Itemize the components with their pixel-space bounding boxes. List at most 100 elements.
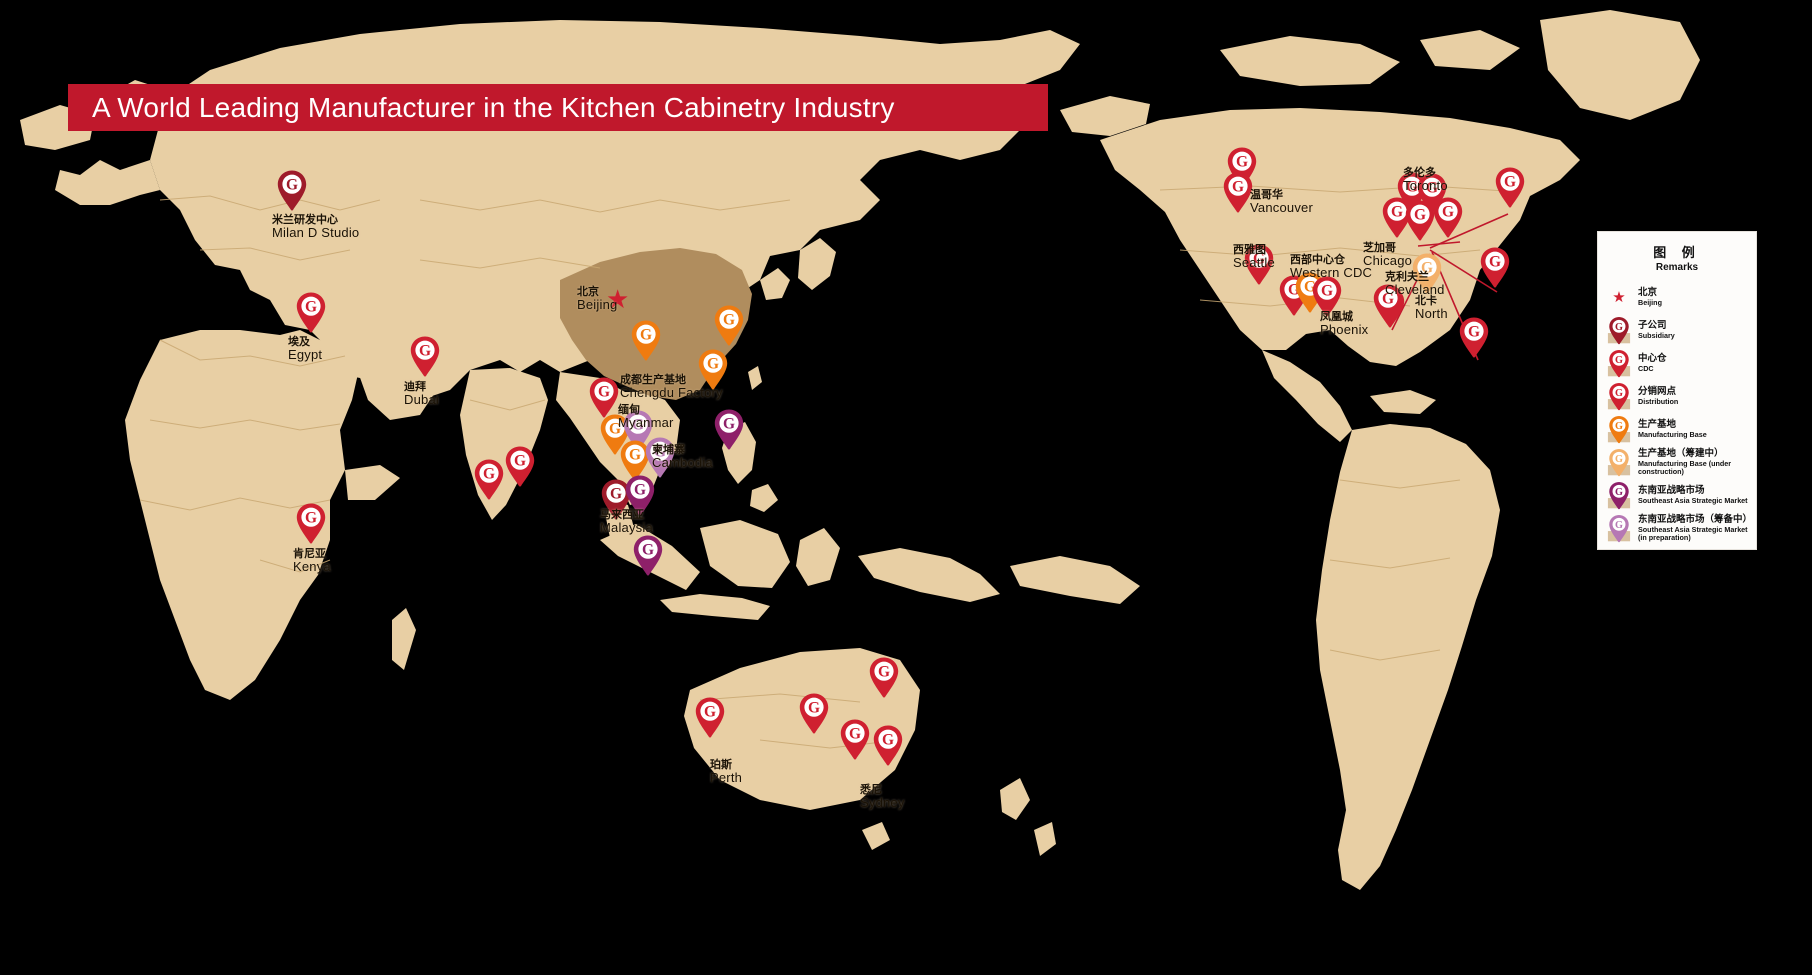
legend-title-en: Remarks xyxy=(1655,262,1699,273)
map-label-egypt-en: Egypt xyxy=(288,347,323,363)
legend-panel: 图 例 Remarks ★ 北京 Beijing G 子公司 Subsidiary G 中心仓… xyxy=(1597,231,1757,550)
legend-label-cn: 生产基地（筹建中） xyxy=(1638,448,1724,460)
legend-text-pin-sea-market: 东南亚战略市场 Southeast Asia Strategic Market xyxy=(1638,486,1748,505)
pin-vancouver-b[interactable]: G xyxy=(1221,171,1255,215)
pin-myanmar[interactable]: G xyxy=(587,376,621,420)
svg-text:G: G xyxy=(640,326,652,343)
pin-east-d[interactable]: G xyxy=(1371,283,1405,327)
pin-milan[interactable]: G xyxy=(275,169,309,213)
star-icon: ★ xyxy=(1612,289,1626,306)
svg-text:G: G xyxy=(1442,203,1454,220)
map-label-toronto-cn: 多伦多 xyxy=(1403,167,1436,179)
svg-text:G: G xyxy=(707,355,719,372)
map-label-seattle-cn: 西雅图 xyxy=(1233,244,1266,256)
svg-text:G: G xyxy=(1321,282,1333,299)
map-label-malaysia-cn: 马来西亚 xyxy=(600,509,644,521)
svg-text:G: G xyxy=(878,663,890,680)
svg-text:G: G xyxy=(1504,173,1516,190)
pin-east-china[interactable]: G xyxy=(712,304,746,348)
svg-text:G: G xyxy=(1382,290,1394,307)
map-label-chengdu-en: Chengdu Factory xyxy=(620,385,723,401)
pin-chicago[interactable]: G xyxy=(1380,196,1414,240)
map-label-western-cdc: 西部中心仓 Western CDC xyxy=(1290,254,1373,281)
pin-malaysia-b[interactable]: G xyxy=(623,474,657,518)
pin-north[interactable]: G xyxy=(1410,252,1444,296)
svg-text:G: G xyxy=(1615,454,1623,465)
pin-india-south[interactable]: G xyxy=(503,445,537,489)
map-label-sydney-cn: 悉尼 xyxy=(860,784,882,796)
legend-row-pin-manufacturing-construction: G 生产基地（筹建中） Manufacturing Base (under cons… xyxy=(1606,446,1748,479)
pin-kenya[interactable]: G xyxy=(294,502,328,546)
legend-label-cn: 东南亚战略市场 xyxy=(1638,485,1705,497)
map-label-seattle-en: Seattle xyxy=(1233,255,1275,271)
pin-east-b[interactable]: G xyxy=(1478,246,1512,290)
pin-thailand-b[interactable]: G xyxy=(621,409,655,453)
svg-text:G: G xyxy=(1615,388,1623,399)
pin-dubai[interactable]: G xyxy=(408,335,442,379)
pin-vietnam-a[interactable]: G xyxy=(618,439,652,483)
pin-shanghai[interactable]: G xyxy=(696,348,730,392)
pin-melbourne[interactable]: G xyxy=(838,718,872,762)
svg-text:G: G xyxy=(642,541,654,558)
svg-text:G: G xyxy=(1391,203,1403,220)
pin-vietnam-b[interactable]: G xyxy=(643,436,677,480)
svg-text:G: G xyxy=(808,699,820,716)
pin-malaysia-a[interactable]: G xyxy=(599,478,633,522)
legend-row-star-icon: ★ 北京 Beijing xyxy=(1606,281,1748,314)
legend-text-pin-cdc: 中心仓 CDC xyxy=(1638,354,1667,373)
pin-east-a[interactable]: G xyxy=(1493,166,1527,210)
svg-text:G: G xyxy=(1232,178,1244,195)
pin-sea-market: G xyxy=(1606,481,1632,511)
map-label-myanmar-cn: 缅甸 xyxy=(618,404,640,416)
svg-text:G: G xyxy=(1615,355,1623,366)
svg-text:G: G xyxy=(305,298,317,315)
pin-east-c[interactable]: G xyxy=(1457,316,1491,360)
svg-text:G: G xyxy=(1253,250,1265,267)
pin-cleveland-a[interactable]: G xyxy=(1403,199,1437,243)
map-label-chengdu: 成都生产基地 Chengdu Factory xyxy=(620,374,723,401)
map-label-seattle: 西雅图 Seattle xyxy=(1233,244,1275,271)
map-label-sydney: 悉尼 Sydney xyxy=(860,784,905,809)
pin-cleveland-b[interactable]: G xyxy=(1431,196,1465,240)
pin-india-west[interactable]: G xyxy=(472,458,506,502)
svg-text:G: G xyxy=(1414,206,1426,223)
map-label-dubai-en: Dubai xyxy=(404,392,439,408)
svg-text:G: G xyxy=(1615,487,1623,498)
legend-label-cn: 生产基地 xyxy=(1638,419,1677,431)
pin-philippines[interactable]: G xyxy=(712,408,746,452)
map-label-vancouver: 温哥华 Vancouver xyxy=(1250,189,1313,216)
pin-perth[interactable]: G xyxy=(693,696,727,740)
svg-text:G: G xyxy=(704,703,716,720)
legend-row-pin-sea-market: G 东南亚战略市场 Southeast Asia Strategic Market xyxy=(1606,479,1748,512)
legend-label-en: CDC xyxy=(1638,363,1654,373)
map-label-toronto: 多伦多 Toronto xyxy=(1403,167,1448,192)
pin-sydney-a[interactable]: G xyxy=(867,656,901,700)
legend-title-cn: 图 例 xyxy=(1653,245,1701,260)
map-label-cleveland-en: Cleveland xyxy=(1385,282,1445,298)
svg-text:G: G xyxy=(609,420,621,437)
pin-adelaide[interactable]: G xyxy=(797,692,831,736)
map-label-vancouver-cn: 温哥华 xyxy=(1250,189,1283,201)
legend-label-en: Manufacturing Base (under construction) xyxy=(1638,458,1732,476)
map-label-western-cdc-en: Western CDC xyxy=(1290,265,1373,281)
map-label-dubai-cn: 迪拜 xyxy=(404,381,426,393)
legend-row-pin-cdc: G 中心仓 CDC xyxy=(1606,347,1748,380)
legend-label-en: Southeast Asia Strategic Market xyxy=(1638,495,1748,505)
legend-row-pin-distribution: G 分销网点 Distribution xyxy=(1606,380,1748,413)
map-label-beijing-cn: 北京 xyxy=(577,286,599,298)
legend-label-en: Subsidiary xyxy=(1638,330,1675,340)
svg-text:G: G xyxy=(632,416,644,433)
pin-thailand-a[interactable]: G xyxy=(598,413,632,457)
map-label-vancouver-en: Vancouver xyxy=(1250,200,1313,216)
pin-western-cdc-c[interactable]: G xyxy=(1310,275,1344,319)
map-label-myanmar-en: Myanmar xyxy=(618,415,674,431)
map-label-milan-en: Milan D Studio xyxy=(272,225,360,241)
map-label-dubai: 迪拜 Dubai xyxy=(404,381,439,408)
map-label-chengdu-cn: 成都生产基地 xyxy=(620,374,686,386)
pin-egypt[interactable]: G xyxy=(294,291,328,335)
pin-chengdu[interactable]: G xyxy=(629,319,663,363)
pin-sydney-b[interactable]: G xyxy=(871,724,905,768)
pin-seattle[interactable]: G xyxy=(1242,243,1276,287)
map-label-phoenix-cn: 凤凰城 xyxy=(1320,311,1353,323)
pin-indonesia[interactable]: G xyxy=(631,534,665,578)
